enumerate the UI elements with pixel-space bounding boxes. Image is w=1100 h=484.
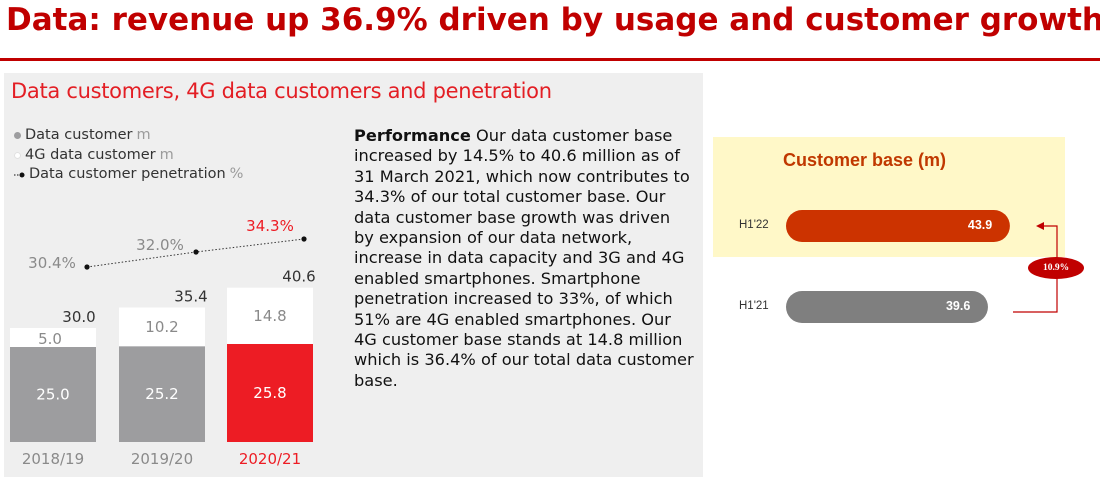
growth-arrowhead-icon [1036,222,1044,230]
legend-label: Data customer [25,127,133,143]
panel-title: Data customers, 4G data customers and pe… [11,79,552,103]
penetration-label: 30.4% [28,254,76,272]
penetration-point [193,249,199,255]
total-label: 40.6 [282,268,315,286]
customer-base-period-label: H1'22 [739,219,769,231]
legend-unit: % [229,166,244,182]
bar-data-customer [119,346,205,442]
data-label: 14.8 [253,307,286,325]
performance-text: Our data customer base increased by 14.5… [354,126,694,390]
legend-label: Data customer penetration [29,166,226,182]
data-label: 5.0 [38,330,62,348]
data-label: 25.0 [36,386,69,404]
performance-paragraph: Performance Our data customer base incre… [354,126,694,391]
total-label: 30.0 [62,308,95,326]
bar-4g-data-customer [119,307,205,347]
penetration-label: 32.0% [136,236,184,254]
legend-grey-dot-icon [14,132,21,140]
chart-legend: Data customer m 4G data customer m Data … [14,126,243,185]
bar-data-customer [227,343,313,442]
customer-base-title: Customer base (m) [783,150,947,170]
customer-base-value: 39.6 [945,299,971,313]
customer-base-bar [786,210,1010,242]
legend-item-data-customer: Data customer m [14,126,243,146]
data-label: 25.8 [253,384,286,402]
bar-data-customer [10,347,96,442]
penetration-line [86,238,305,268]
legend-item-penetration: Data customer penetration % [14,165,243,185]
customer-base-value: 43.9 [967,218,993,232]
title-divider [0,58,1100,61]
customer-base-bar [786,291,988,323]
penetration-point [84,264,90,270]
bar-4g-data-customer [10,328,96,347]
legend-label: 4G data customer [25,146,156,163]
category-label: 2019/20 [131,450,193,468]
data-label: 25.2 [145,385,178,403]
penetration-point [301,236,307,242]
bar-4g-data-customer [227,287,313,344]
penetration-label: 34.3% [246,217,294,235]
category-label: 2018/19 [22,450,84,468]
legend-white-dot-icon [14,151,21,159]
data-label: 10.2 [145,318,178,336]
growth-badge: 10.9% [1028,257,1084,279]
customer-base-period-label: H1'21 [739,300,769,312]
total-label: 35.4 [174,287,207,305]
legend-dotted-line-icon [14,171,26,179]
legend-item-4g-data-customer: 4G data customer m [14,146,243,166]
legend-unit: m [159,146,174,163]
legend-unit: m [136,127,151,143]
page-title: Data: revenue up 36.9% driven by usage a… [6,2,1100,38]
performance-lead: Performance [354,126,471,145]
category-label: 2020/21 [239,450,301,468]
